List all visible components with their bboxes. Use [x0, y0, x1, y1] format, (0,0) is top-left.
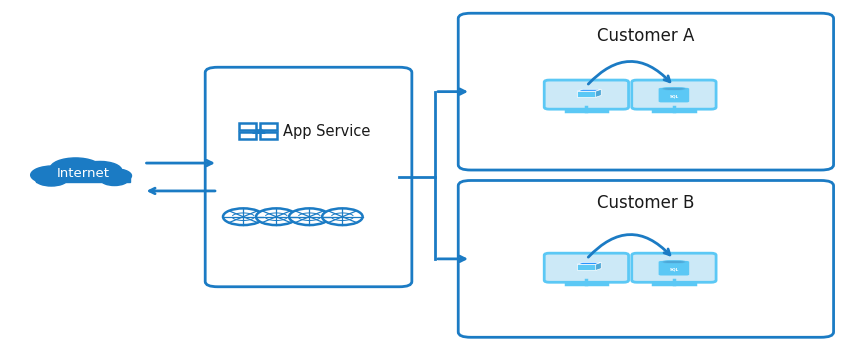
Polygon shape [596, 89, 601, 97]
Ellipse shape [661, 261, 687, 264]
Polygon shape [577, 262, 601, 264]
Circle shape [223, 209, 263, 225]
Polygon shape [577, 89, 601, 91]
FancyBboxPatch shape [659, 88, 689, 102]
FancyBboxPatch shape [632, 80, 716, 109]
Polygon shape [577, 91, 596, 97]
Polygon shape [577, 264, 596, 270]
FancyBboxPatch shape [632, 253, 716, 282]
Text: SQL: SQL [669, 95, 678, 98]
FancyBboxPatch shape [458, 181, 834, 337]
FancyBboxPatch shape [260, 123, 277, 130]
Text: SQL: SQL [669, 268, 678, 272]
FancyBboxPatch shape [458, 13, 834, 170]
Circle shape [256, 209, 296, 225]
Text: ☁: ☁ [250, 122, 266, 137]
FancyBboxPatch shape [239, 123, 256, 130]
Ellipse shape [661, 87, 687, 90]
Text: App Service: App Service [283, 124, 370, 138]
FancyBboxPatch shape [544, 80, 628, 109]
FancyBboxPatch shape [239, 132, 256, 139]
Polygon shape [596, 262, 601, 270]
FancyBboxPatch shape [544, 253, 628, 282]
Text: Customer B: Customer B [597, 194, 694, 212]
FancyBboxPatch shape [659, 261, 689, 275]
FancyBboxPatch shape [205, 67, 412, 287]
Circle shape [322, 209, 363, 225]
Circle shape [290, 209, 329, 225]
FancyBboxPatch shape [36, 175, 130, 182]
FancyBboxPatch shape [260, 132, 277, 139]
Text: Customer A: Customer A [597, 27, 694, 45]
Text: Internet: Internet [56, 167, 110, 180]
